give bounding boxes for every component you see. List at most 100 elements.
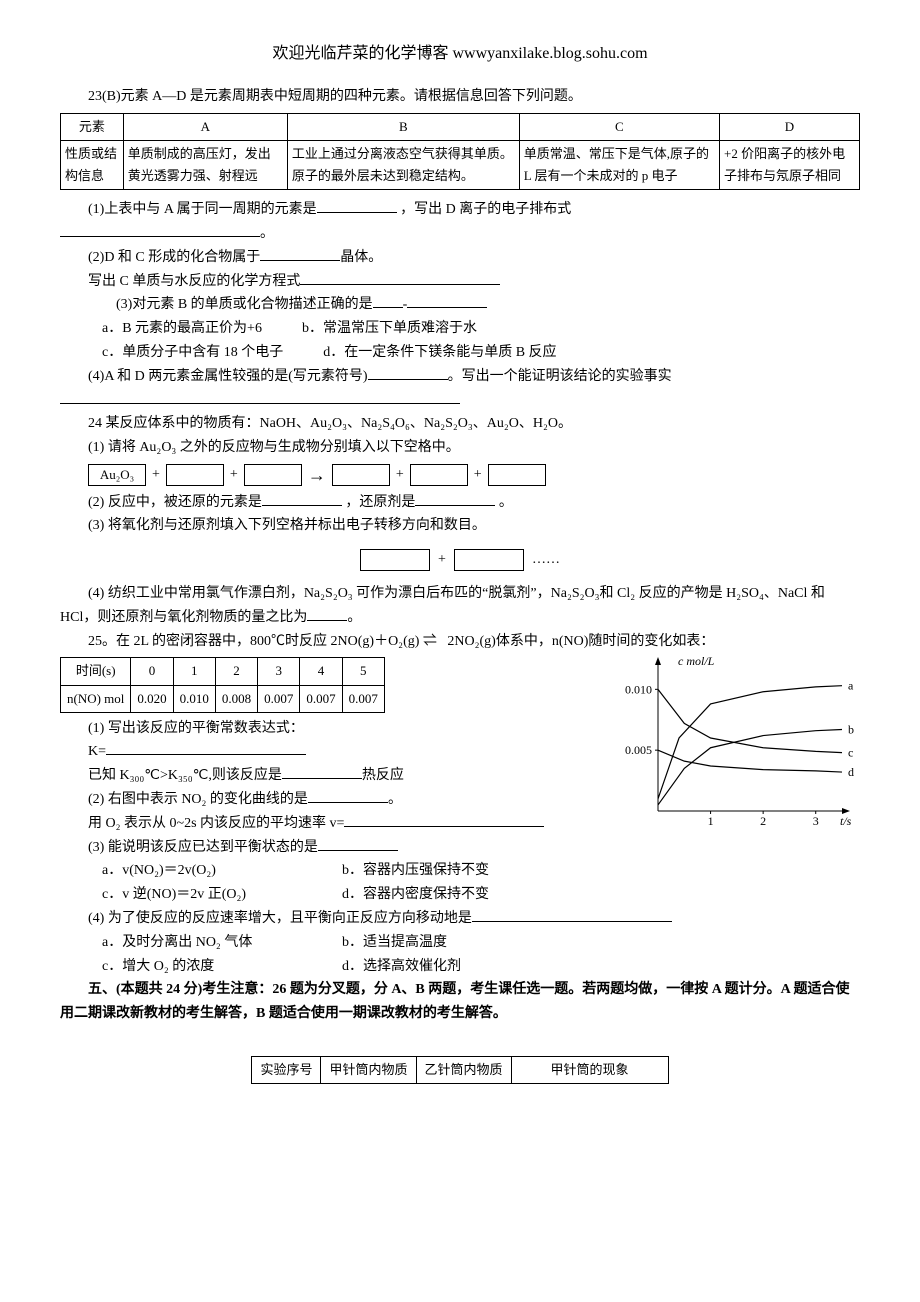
td: 乙针筒内物质 xyxy=(416,1056,511,1083)
td: 0.007 xyxy=(258,685,300,712)
th: 0 xyxy=(131,658,173,685)
td: 0.020 xyxy=(131,685,173,712)
blank xyxy=(318,836,398,851)
arrow-icon: ⇌ xyxy=(423,634,437,649)
q23-p1: (1)上表中与 A 属于同一周期的元素是 ，写出 D 离子的电子排布式 xyxy=(60,198,860,222)
q25-p3: (3) 能说明该反应已达到平衡状态的是 xyxy=(60,836,860,860)
svg-text:0.005: 0.005 xyxy=(625,744,652,758)
q23-p4-blank xyxy=(60,389,860,413)
dots: …… xyxy=(532,548,560,572)
opt-b: b．容器内压强保持不变 xyxy=(342,859,489,883)
t: (2) 右图中表示 NO₂ 的变化曲线的是 xyxy=(88,792,308,807)
q24-p4: (4) 纺织工业中常用氯气作漂白剂，Na₂S₂O₃ 可作为漂白后布匹的“脱氯剂”… xyxy=(60,582,860,630)
page-header: 欢迎光临芹菜的化学博客 wwwyanxilake.blog.sohu.com xyxy=(60,40,860,67)
td: 甲针筒内物质 xyxy=(321,1056,416,1083)
q25-time-table: 时间(s) 0 1 2 3 4 5 n(NO) mol 0.020 0.010 … xyxy=(60,657,385,712)
svg-text:3: 3 xyxy=(813,814,819,828)
td: 实验序号 xyxy=(252,1056,321,1083)
box xyxy=(166,464,224,486)
svg-text:a: a xyxy=(848,679,854,693)
box-au2o3: Au₂O₃ xyxy=(88,464,146,486)
q23-p3-opts: a．B 元素的最高正价为+6 b．常温常压下单质难溶于水 c．单质分子中含有 1… xyxy=(102,317,860,365)
th-c: C xyxy=(519,113,719,140)
td: n(NO) mol xyxy=(61,685,131,712)
svg-text:d: d xyxy=(848,765,854,779)
blank xyxy=(300,270,500,285)
blank xyxy=(415,491,495,506)
q25-p1b: K= xyxy=(60,740,600,764)
t: (3) 能说明该反应已达到平衡状态的是 xyxy=(88,840,318,855)
opt-a: a．B 元素的最高正价为+6 xyxy=(102,317,262,341)
t: 已知 K₃₀₀℃>K₃₅₀℃,则该反应是 xyxy=(88,768,282,783)
q24-eq2: + …… xyxy=(60,548,860,572)
blank xyxy=(344,812,544,827)
th-b: B xyxy=(287,113,519,140)
opt-b: b．常温常压下单质难溶于水 xyxy=(302,317,477,341)
opt-c: c．增大 O₂ 的浓度 xyxy=(102,955,302,979)
th: 1 xyxy=(173,658,215,685)
svg-text:b: b xyxy=(848,723,854,737)
q25-p1c: 已知 K₃₀₀℃>K₃₅₀℃,则该反应是 热反应 xyxy=(60,764,600,788)
q23-p1b: ，写出 D 离子的电子排布式 xyxy=(400,202,571,217)
box xyxy=(244,464,302,486)
td: 0.007 xyxy=(300,685,342,712)
t: 热反应 xyxy=(362,768,404,783)
td: 甲针筒的现象 xyxy=(511,1056,668,1083)
td: 0.007 xyxy=(342,685,384,712)
blank xyxy=(407,293,487,308)
box xyxy=(332,464,390,486)
q25-p4-opts: a．及时分离出 NO₂ 气体 b．适当提高温度 c．增大 O₂ 的浓度 d．选择… xyxy=(102,931,860,979)
box xyxy=(410,464,468,486)
k: K= xyxy=(88,744,106,759)
q23-p4b: 。写出一个能证明该结论的实验事实 xyxy=(448,369,672,384)
q25-p3-opts: a．v(NO₂)＝2v(O₂) b．容器内压强保持不变 c．v 逆(NO)＝2v… xyxy=(102,859,860,907)
chart-svg: 0.0100.005123t/sc mol/Labcd xyxy=(620,653,860,833)
cell-c: 单质常温、常压下是气体,原子的 L 层有一个未成对的 p 电子 xyxy=(519,141,719,190)
q25-chart: 0.0100.005123t/sc mol/Labcd xyxy=(620,653,860,833)
th: 2 xyxy=(215,658,257,685)
opt-b: b．适当提高温度 xyxy=(342,931,447,955)
blank xyxy=(368,365,448,380)
q25-p2c: 用 O₂ 表示从 0~2s 内该反应的平均速率 v= xyxy=(60,812,600,836)
td: 0.008 xyxy=(215,685,257,712)
t: (4) 纺织工业中常用氯气作漂白剂，Na₂S₂O₃ 可作为漂白后布匹的“脱氯剂”… xyxy=(60,586,825,625)
t: 用 O₂ 表示从 0~2s 内该反应的平均速率 v= xyxy=(88,816,344,831)
q23-p1-blank2: 。 xyxy=(60,222,860,246)
box xyxy=(488,464,546,486)
q24-intro: 24 某反应体系中的物质有：NaOH、Au₂O₃、Na₂S₄O₆、Na₂S₂O₃… xyxy=(60,412,860,436)
blank xyxy=(282,764,362,779)
opt-d: d．在一定条件下镁条能与单质 B 反应 xyxy=(323,341,556,365)
th: 时间(s) xyxy=(61,658,131,685)
q23-p3: (3)对元素 B 的单质或化合物描述正确的是- xyxy=(116,293,860,317)
blank xyxy=(60,222,260,237)
blank xyxy=(60,389,460,404)
blank xyxy=(317,198,397,213)
opt-d: d．容器内密度保持不变 xyxy=(342,883,489,907)
arrow-icon: → xyxy=(308,460,326,491)
q25-intro: 25。在 2L 的密闭容器中，800℃时反应 2NO(g)＋O₂(g) ⇌ 2N… xyxy=(60,630,860,654)
cell-d: +2 价阳离子的核外电子排布与氖原子相同 xyxy=(719,141,859,190)
q23-p2a: (2)D 和 C 形成的化合物属于 xyxy=(88,250,260,265)
opt-c: c．单质分子中含有 18 个电子 xyxy=(102,341,283,365)
blank xyxy=(260,246,340,261)
opt-c: c．v 逆(NO)＝2v 正(O₂) xyxy=(102,883,302,907)
opt-a: a．及时分离出 NO₂ 气体 xyxy=(102,931,302,955)
svg-text:2: 2 xyxy=(760,814,766,828)
q23-table: 元素 A B C D 性质或结构信息 单质制成的高压灯，发出黄光透雾力强、射程远… xyxy=(60,113,860,190)
q24-p2: (2) 反应中，被还原的元素是 ，还原剂是 。 xyxy=(60,491,860,515)
q23-p2: (2)D 和 C 形成的化合物属于晶体。 xyxy=(60,246,860,270)
blank xyxy=(373,293,403,308)
opt-a: a．v(NO₂)＝2v(O₂) xyxy=(102,859,302,883)
cell-b: 工业上通过分离液态空气获得其单质。原子的最外层未达到稳定结构。 xyxy=(287,141,519,190)
q23-intro: 23(B)元素 A—D 是元素周期表中短周期的四种元素。请根据信息回答下列问题。 xyxy=(60,85,860,109)
blank xyxy=(106,740,306,755)
svg-text:0.010: 0.010 xyxy=(625,683,652,697)
t: 写出 C 单质与水反应的化学方程式 xyxy=(88,274,300,289)
q23-p4a: (4)A 和 D 两元素金属性较强的是(写元素符号) xyxy=(88,369,368,384)
section5: 五、(本题共 24 分)考生注意：26 题为分叉题，分 A、B 两题，考生课任选… xyxy=(60,978,860,1026)
t: 。 xyxy=(499,495,513,510)
t: ，还原剂是 xyxy=(345,495,415,510)
svg-text:t/s: t/s xyxy=(840,814,852,828)
t: 25。在 2L 的密闭容器中，800℃时反应 2NO(g)＋O₂(g) xyxy=(88,634,419,649)
blank xyxy=(472,907,672,922)
